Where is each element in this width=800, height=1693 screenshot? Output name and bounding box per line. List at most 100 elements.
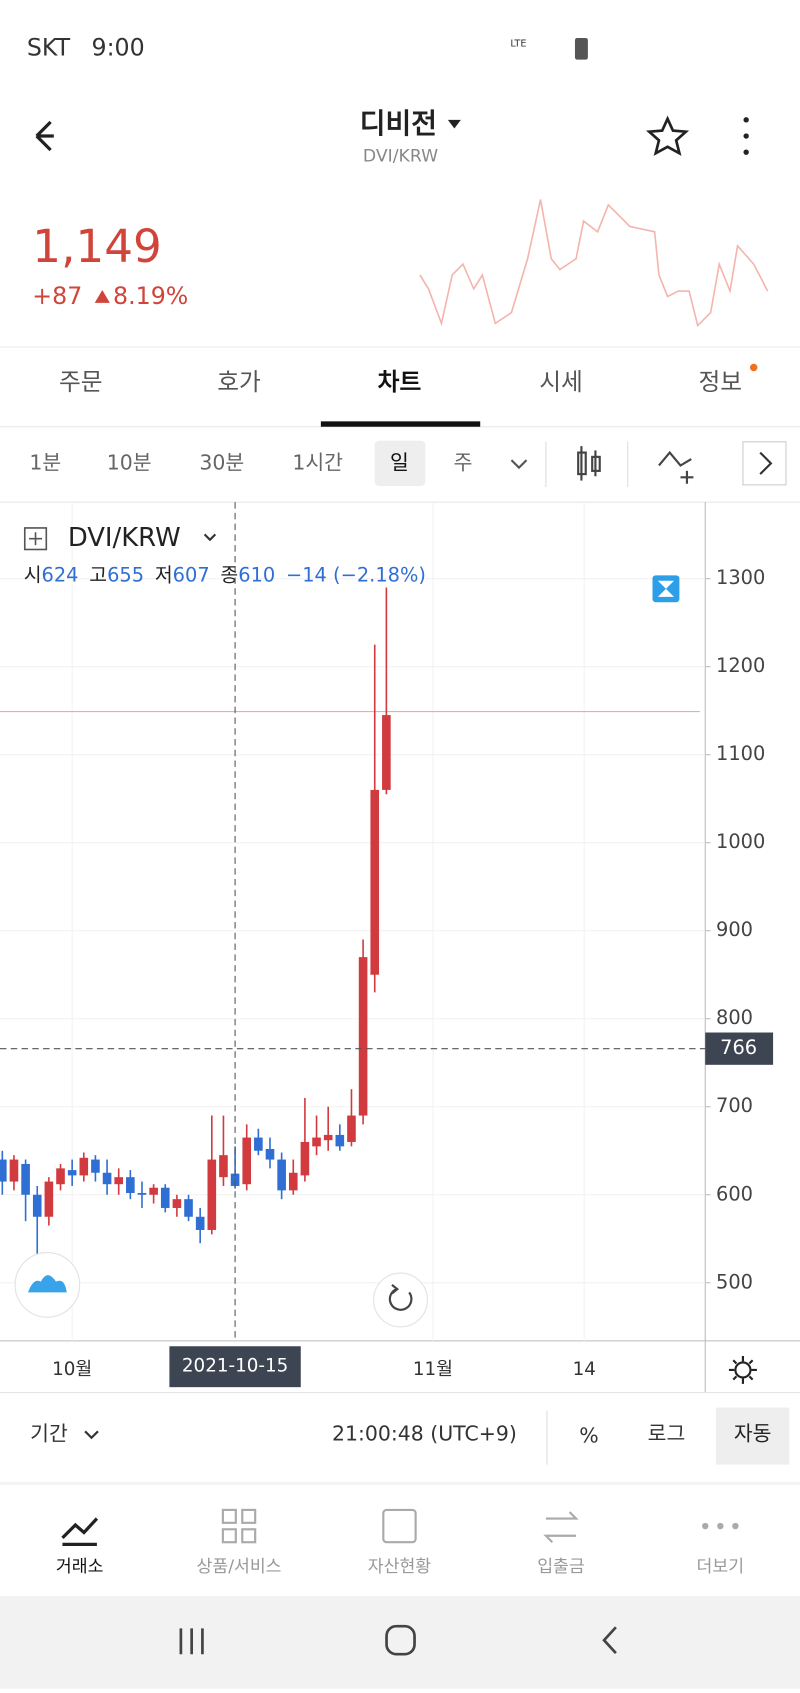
candle-body [230, 1173, 240, 1186]
scroll-right[interactable] [742, 441, 787, 486]
nav-label[interactable]: 거래소 [56, 1557, 104, 1577]
notice-dot [749, 363, 758, 372]
ohlc-value: 624 [42, 563, 79, 586]
back-button[interactable] [35, 120, 54, 152]
network: LTE [510, 38, 526, 49]
candle-body [91, 1159, 100, 1173]
ohlc-value: 655 [107, 563, 144, 586]
ohlc-value: 610 [238, 563, 275, 586]
candle-body [300, 1141, 310, 1176]
sparkline [419, 199, 769, 328]
price-change: +87 [32, 282, 82, 310]
candle-body [370, 789, 380, 975]
y-tick-label: 700 [716, 1094, 753, 1117]
title-dropdown[interactable] [447, 119, 461, 129]
selected-interval-bg [374, 440, 426, 486]
tab[interactable]: 차트 [378, 368, 422, 396]
current-price: 1,149 [32, 220, 161, 273]
period-select[interactable]: 기간 [30, 1422, 68, 1446]
y-tick-label: 1000 [716, 830, 765, 853]
back-system-button[interactable] [602, 1626, 617, 1655]
y-tick-label: 1100 [716, 742, 765, 765]
favorite-star[interactable] [646, 115, 690, 156]
crosshair-y-label: 766 [720, 1036, 757, 1059]
candle-body [0, 1159, 7, 1182]
ohlc-label: 저 [155, 563, 173, 586]
y-tick-label: 800 [716, 1006, 753, 1029]
interval[interactable]: 1분 [29, 450, 61, 474]
nav-icon [61, 1517, 99, 1546]
candle-body [160, 1187, 170, 1208]
candle-body [347, 1115, 356, 1142]
candle-body [219, 1155, 228, 1178]
candle-body [21, 1163, 30, 1195]
reset-button[interactable] [373, 1272, 428, 1328]
candle-body [114, 1177, 124, 1185]
chart-type-button[interactable] [577, 446, 601, 481]
auto-scale[interactable]: 자동 [734, 1422, 772, 1446]
interval-dropdown[interactable] [510, 459, 528, 470]
nav-icon [221, 1508, 257, 1544]
y-tick-label: 1200 [716, 654, 765, 677]
candle-body [265, 1148, 275, 1160]
indicator-button[interactable] [658, 450, 694, 484]
tab[interactable]: 주문 [59, 368, 103, 396]
crosshair-x-label: 2021-10-15 [182, 1356, 288, 1377]
ohlc-change: −14 (−2.18%) [286, 563, 426, 586]
ohlc-label: 종 [220, 563, 238, 586]
interval[interactable]: 일 [390, 450, 409, 474]
nav-label[interactable]: 자산현황 [368, 1557, 432, 1577]
interval[interactable]: 1시간 [292, 450, 343, 474]
candle-body [323, 1134, 333, 1141]
candle-body [277, 1159, 286, 1191]
percent-scale[interactable]: % [579, 1424, 598, 1448]
candle-body [9, 1159, 19, 1182]
interval[interactable]: 주 [454, 450, 473, 474]
x-tick-label: 10월 [52, 1359, 92, 1380]
tab[interactable]: 시세 [539, 368, 583, 396]
candle-body [335, 1134, 345, 1147]
coin-title[interactable]: 디비전 [360, 107, 437, 140]
y-tick-label: 1300 [716, 566, 765, 589]
nav-label[interactable]: 더보기 [697, 1557, 745, 1577]
add-icon [29, 532, 42, 546]
coin-pair: DVI/KRW [363, 146, 438, 166]
nav-label[interactable]: 입출금 [537, 1557, 585, 1577]
nav-icon [702, 1522, 739, 1530]
candle-body [358, 957, 368, 1116]
symbol-dropdown[interactable] [203, 533, 217, 542]
up-arrow [94, 289, 110, 303]
system-nav-bar [0, 1596, 800, 1689]
period-dropdown[interactable] [84, 1430, 99, 1440]
home-button[interactable] [385, 1624, 416, 1656]
auto-scale-bg [716, 1407, 790, 1465]
tab[interactable]: 정보 [699, 368, 743, 396]
recents-button[interactable] [179, 1628, 204, 1655]
add-symbol[interactable] [23, 527, 48, 551]
tab[interactable]: 호가 [217, 368, 261, 396]
nav-label[interactable]: 상품/서비스 [197, 1557, 282, 1577]
ohlc-legend: 시624 고655 저607 종610 −14 (−2.18%) [24, 563, 426, 586]
nav-icon [543, 1511, 579, 1543]
y-tick-label: 600 [716, 1182, 753, 1205]
candle-body [254, 1137, 263, 1151]
candle-body [312, 1137, 321, 1147]
chart-symbol[interactable]: DVI/KRW [68, 523, 181, 553]
interval[interactable]: 10분 [107, 450, 152, 474]
scroll-right-icon [759, 451, 773, 475]
candle-body [44, 1181, 54, 1217]
reset-icon [388, 1284, 413, 1311]
candle-body [56, 1168, 65, 1185]
candle-body [102, 1172, 112, 1185]
interval[interactable]: 30분 [199, 450, 244, 474]
candle-body [382, 715, 391, 790]
settings-gear[interactable] [728, 1355, 757, 1384]
more-menu[interactable] [743, 117, 749, 155]
candle-body [149, 1187, 158, 1195]
log-scale[interactable]: 로그 [648, 1422, 686, 1446]
nav-icon [382, 1508, 417, 1544]
active-tab-underline [320, 421, 481, 427]
